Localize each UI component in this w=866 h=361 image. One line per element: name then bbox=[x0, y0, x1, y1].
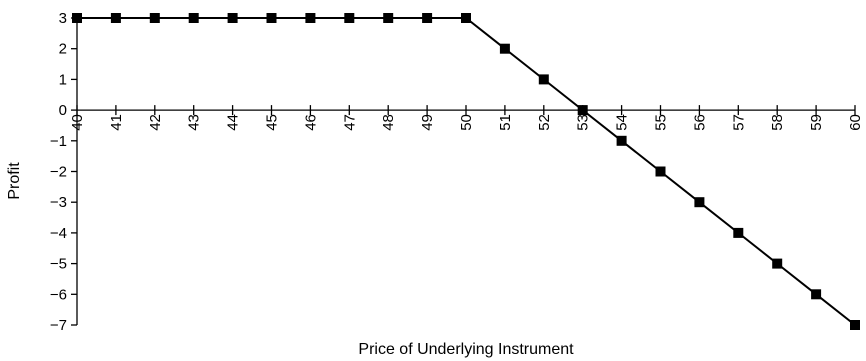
x-tick-label: 48 bbox=[380, 114, 397, 131]
series-group bbox=[72, 13, 860, 330]
x-tick-label: 40 bbox=[69, 114, 86, 131]
x-tick-label: 47 bbox=[341, 114, 358, 131]
data-point bbox=[266, 13, 277, 23]
y-tick-label: −3 bbox=[50, 194, 67, 211]
x-tick-label: 42 bbox=[147, 114, 164, 131]
series-line bbox=[77, 17, 856, 326]
x-tick-label: 57 bbox=[730, 114, 747, 131]
data-point bbox=[383, 13, 394, 23]
y-tick-label: 2 bbox=[59, 41, 67, 58]
y-axis: 3 2 1 0 −1 −2 −3 −4 −5 −6 −7 bbox=[50, 10, 78, 334]
y-tick-label: 1 bbox=[59, 71, 67, 88]
data-point bbox=[850, 320, 860, 330]
y-tick-label: −2 bbox=[50, 164, 67, 181]
x-tick-label: 60 bbox=[847, 114, 864, 131]
x-tick-label: 53 bbox=[575, 114, 592, 131]
data-point bbox=[188, 13, 199, 23]
data-point bbox=[499, 43, 510, 54]
y-tick-label: −7 bbox=[50, 317, 67, 334]
x-tick-label: 49 bbox=[419, 114, 436, 131]
data-point bbox=[149, 13, 160, 23]
y-tick-label: −5 bbox=[50, 256, 67, 273]
data-point bbox=[616, 135, 627, 146]
x-tick-label: 41 bbox=[108, 114, 125, 131]
x-tick-label: 54 bbox=[614, 114, 631, 131]
data-point bbox=[422, 13, 433, 23]
data-point bbox=[772, 258, 783, 269]
x-tick-label: 43 bbox=[186, 114, 203, 131]
x-axis: 40 41 42 43 44 45 46 47 48 49 50 51 52 53 54 55 56 57 58 59… bbox=[69, 105, 864, 131]
data-point bbox=[811, 289, 822, 300]
x-tick-label: 44 bbox=[225, 114, 242, 131]
y-tick-label: −4 bbox=[50, 225, 67, 242]
data-point bbox=[694, 197, 705, 208]
data-point bbox=[655, 166, 666, 177]
x-tick-label: 56 bbox=[691, 114, 708, 131]
data-point bbox=[538, 74, 549, 85]
data-point bbox=[344, 13, 355, 23]
y-tick-label: −6 bbox=[50, 286, 67, 303]
x-tick-label: 45 bbox=[264, 114, 281, 131]
data-point bbox=[461, 13, 471, 23]
data-point bbox=[227, 13, 238, 23]
data-point bbox=[577, 105, 588, 116]
y-tick-label: 0 bbox=[59, 102, 67, 119]
x-tick-label: 58 bbox=[769, 114, 786, 131]
data-point bbox=[733, 227, 744, 238]
y-axis-title: Profit bbox=[6, 162, 23, 200]
x-tick-label: 55 bbox=[653, 114, 670, 131]
x-tick-label: 51 bbox=[497, 114, 514, 131]
y-tick-label: −1 bbox=[50, 133, 67, 150]
x-tick-label: 46 bbox=[302, 114, 319, 131]
x-axis-title: Price of Underlying Instrument bbox=[358, 341, 574, 358]
data-point bbox=[110, 13, 121, 23]
x-tick-label: 50 bbox=[458, 114, 475, 131]
data-point bbox=[305, 13, 316, 23]
data-point bbox=[72, 13, 82, 23]
y-tick-label: 3 bbox=[59, 10, 67, 27]
x-tick-label: 52 bbox=[536, 114, 553, 131]
x-tick-label: 59 bbox=[808, 114, 825, 131]
